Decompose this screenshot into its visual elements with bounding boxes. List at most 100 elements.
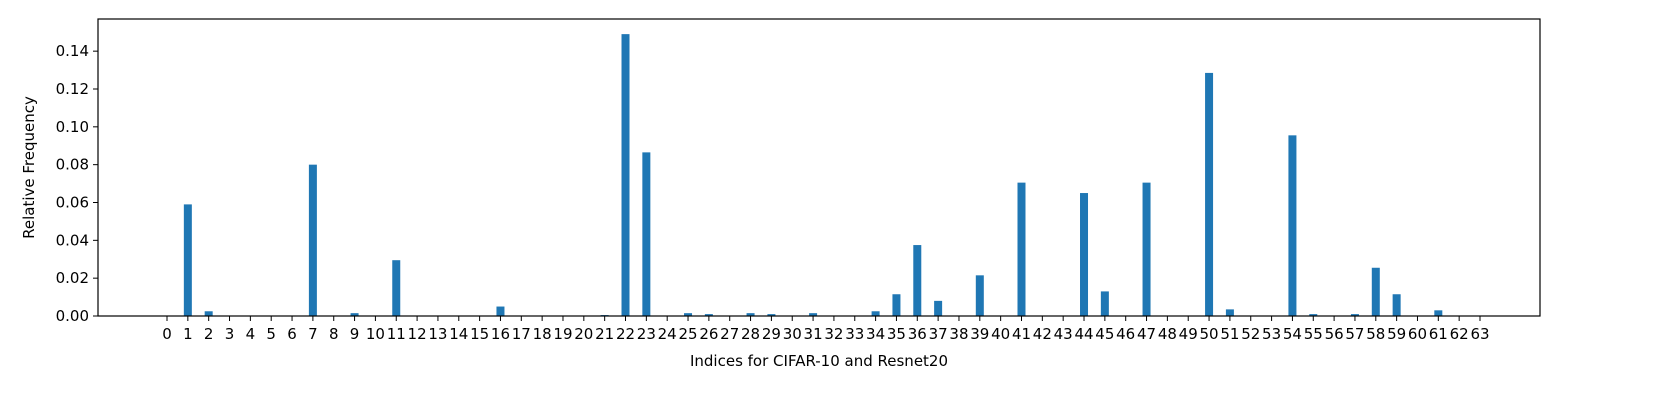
x-tick-label: 8 (329, 325, 339, 343)
bars-group (183, 34, 1443, 317)
x-tick-label: 41 (1012, 325, 1031, 343)
bar-61 (1434, 310, 1443, 316)
bar-50 (1205, 72, 1214, 317)
x-tick-label: 1 (183, 325, 193, 343)
bar-26 (704, 314, 713, 316)
y-tick-label: 0.12 (56, 80, 89, 98)
x-tick-label: 28 (741, 325, 760, 343)
x-tick-label: 7 (308, 325, 318, 343)
x-axis-label: Indices for CIFAR-10 and Resnet20 (690, 352, 948, 370)
x-tick-label: 45 (1095, 325, 1114, 343)
x-tick-label: 2 (204, 325, 214, 343)
x-tick-label: 40 (991, 325, 1010, 343)
y-tick-label: 0.00 (56, 307, 89, 325)
bar-51 (1225, 309, 1234, 316)
y-axis-label: Relative Frequency (20, 96, 38, 239)
bar-54 (1288, 135, 1297, 316)
x-tick-label: 25 (678, 325, 697, 343)
x-tick-label: 36 (908, 325, 927, 343)
x-tick-label: 24 (658, 325, 677, 343)
x-tick-label: 46 (1116, 325, 1135, 343)
x-tick-label: 22 (616, 325, 635, 343)
x-tick-label: 30 (783, 325, 802, 343)
x-tick-label: 31 (804, 325, 823, 343)
y-axis-ticks: 0.00 0.02 0.04 0.06 0.08 0.10 0.12 0.14 (56, 42, 98, 325)
y-tick-label: 0.10 (56, 118, 89, 136)
bar-57 (1350, 314, 1359, 316)
bar-2 (204, 311, 213, 316)
x-tick-label: 43 (1054, 325, 1073, 343)
bar-59 (1392, 294, 1401, 316)
x-tick-label: 50 (1200, 325, 1219, 343)
x-tick-label: 60 (1408, 325, 1427, 343)
x-tick-label: 47 (1137, 325, 1156, 343)
x-tick-label: 9 (350, 325, 360, 343)
bar-36 (913, 245, 922, 316)
y-tick-label: 0.04 (56, 231, 89, 249)
x-tick-label: 48 (1158, 325, 1177, 343)
bar-39 (975, 275, 984, 316)
x-tick-label: 33 (845, 325, 864, 343)
bar-41 (1017, 182, 1026, 316)
bar-29 (767, 314, 776, 316)
x-tick-label: 52 (1241, 325, 1260, 343)
x-tick-label: 29 (762, 325, 781, 343)
x-tick-label: 51 (1220, 325, 1239, 343)
x-tick-label: 59 (1387, 325, 1406, 343)
x-tick-label: 6 (287, 325, 297, 343)
x-tick-label: 27 (720, 325, 739, 343)
bar-25 (684, 313, 693, 316)
x-tick-label: 10 (366, 325, 385, 343)
y-tick-label: 0.02 (56, 269, 89, 287)
x-tick-label: 17 (512, 325, 531, 343)
y-tick-label: 0.06 (56, 193, 89, 211)
bar-9 (350, 313, 359, 316)
x-tick-label: 58 (1366, 325, 1385, 343)
x-tick-label: 44 (1074, 325, 1093, 343)
x-tick-label: 23 (637, 325, 656, 343)
x-tick-label: 15 (470, 325, 489, 343)
x-tick-label: 54 (1283, 325, 1302, 343)
bar-1 (183, 204, 192, 316)
x-tick-label: 49 (1179, 325, 1198, 343)
bar-55 (1309, 314, 1318, 316)
x-tick-label: 3 (225, 325, 235, 343)
x-tick-label: 39 (970, 325, 989, 343)
x-tick-label: 4 (246, 325, 256, 343)
bar-35 (892, 294, 901, 316)
bar-11 (392, 260, 401, 316)
x-tick-label: 19 (553, 325, 572, 343)
x-tick-label: 32 (824, 325, 843, 343)
bar-22 (621, 34, 630, 316)
x-tick-label: 21 (595, 325, 614, 343)
y-tick-label: 0.08 (56, 156, 89, 174)
x-tick-label: 12 (408, 325, 427, 343)
x-tick-label: 16 (491, 325, 510, 343)
x-tick-label: 35 (887, 325, 906, 343)
x-tick-label: 34 (866, 325, 885, 343)
x-tick-label: 26 (699, 325, 718, 343)
x-tick-label: 63 (1470, 325, 1489, 343)
bar-37 (934, 300, 943, 316)
bar-16 (496, 306, 505, 316)
x-tick-label: 55 (1304, 325, 1323, 343)
bar-31 (809, 313, 818, 316)
x-tick-label: 0 (162, 325, 172, 343)
x-tick-label: 37 (929, 325, 948, 343)
x-tick-label: 13 (428, 325, 447, 343)
x-tick-label: 5 (266, 325, 276, 343)
x-tick-label: 53 (1262, 325, 1281, 343)
x-tick-label: 14 (449, 325, 468, 343)
x-tick-label: 11 (387, 325, 406, 343)
bar-44 (1080, 193, 1089, 316)
x-tick-label: 56 (1325, 325, 1344, 343)
x-axis-ticks: 0 1 2 3 4 5 6 7 8 9 10 11 12 13 14 15 16 17 18 19 20 21 22 23 24… (162, 316, 1490, 343)
x-tick-label: 57 (1345, 325, 1364, 343)
bar-34 (871, 311, 880, 316)
x-tick-label: 62 (1450, 325, 1469, 343)
x-tick-label: 61 (1429, 325, 1448, 343)
y-tick-label: 0.14 (56, 42, 89, 60)
x-tick-label: 38 (949, 325, 968, 343)
